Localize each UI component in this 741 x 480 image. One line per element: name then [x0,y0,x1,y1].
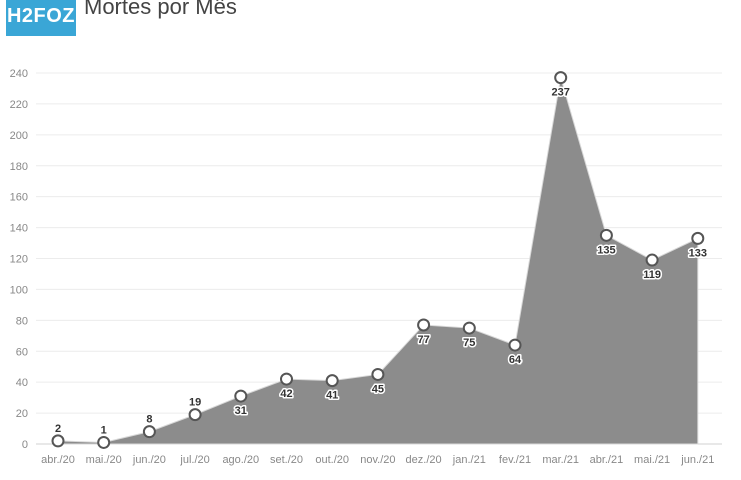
data-point [599,228,613,242]
data-point [234,389,248,403]
x-tick-label: set./20 [270,454,303,466]
y-axis: 0 20 40 60 80 100 120 140 160 180 200 220 240 [10,68,28,451]
y-tick-label: 200 [10,130,28,142]
y-tick-label: 100 [10,284,28,296]
x-tick-label: mai./21 [634,454,670,466]
data-point [325,374,339,388]
data-label: 119 [643,269,661,281]
area-fill [57,77,699,445]
data-point [188,408,202,422]
y-tick-label: 0 [22,439,28,451]
data-label: 77 [417,334,429,346]
y-tick-label: 40 [16,377,28,389]
y-tick-label: 60 [16,346,28,358]
data-point [97,435,111,449]
logo: H2FOZ [6,0,76,36]
x-tick-label: fev./21 [499,454,531,466]
data-label: 133 [689,247,707,259]
data-label: 75 [463,337,475,349]
x-tick-label: jan./21 [452,454,486,466]
data-point [417,318,431,332]
data-point [280,372,293,386]
data-label: 237 [552,87,570,99]
y-tick-label: 180 [10,161,28,173]
x-tick-label: abr./21 [590,454,624,466]
y-tick-label: 140 [10,223,28,235]
y-tick-label: 240 [10,68,28,80]
data-markers [51,71,705,449]
x-tick-label: jul./20 [179,454,209,466]
data-label: 31 [235,405,247,417]
data-point [554,71,568,85]
x-axis: abr./20 mai./20 jun./20 jul./20 ago./20 set./… [41,454,714,466]
y-tick-label: 220 [10,99,28,111]
data-point [51,434,65,448]
data-labels: 2 1 8 19 31 42 41 45 77 75 64 237 135 119 133 [53,85,708,438]
x-tick-label: nov./20 [360,454,395,466]
data-point [462,321,476,335]
data-label: 42 [280,388,292,400]
y-tick-label: 80 [16,315,28,327]
data-point [142,425,156,439]
x-tick-label: out./20 [315,454,349,466]
x-tick-label: ago./20 [222,454,259,466]
x-tick-label: dez./20 [406,454,442,466]
x-tick-label: jun./21 [680,454,714,466]
data-point [645,253,659,267]
x-tick-label: abr./20 [41,454,75,466]
data-label: 45 [372,383,384,395]
y-tick-label: 120 [10,254,28,266]
data-label: 19 [189,397,201,409]
x-tick-label: jun./20 [132,454,166,466]
data-point [508,338,522,352]
data-label: 8 [146,414,152,426]
data-label: 2 [55,423,61,435]
logo-text: H2FOZ [6,4,76,27]
y-tick-label: 20 [16,408,28,420]
chart-title: Mortes por Mês [84,0,237,19]
data-label: 64 [509,354,522,366]
x-tick-label: mar./21 [542,454,579,466]
series-area [57,77,699,445]
data-label: 1 [101,424,107,436]
data-point [371,367,385,381]
data-label: 41 [326,390,338,402]
data-label: 135 [597,244,615,256]
y-tick-label: 160 [10,192,28,204]
x-tick-label: mai./20 [86,454,122,466]
data-point [691,231,705,245]
